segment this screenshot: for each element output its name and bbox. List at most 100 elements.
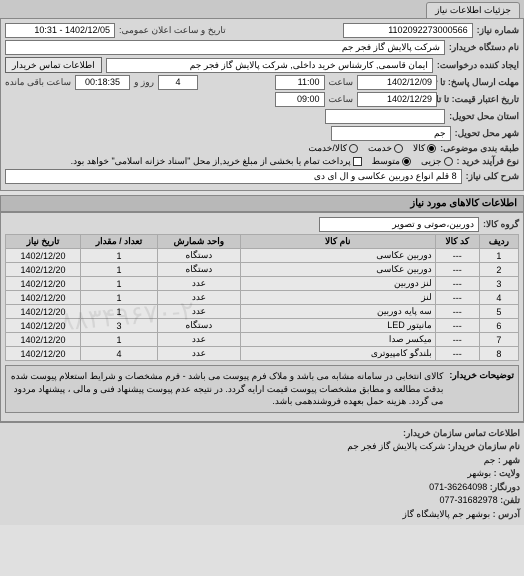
deadline-time: 11:00 [275,75,325,90]
note-label: توضیحات خریدار: [449,370,514,408]
buyer-org: شرکت پالایش گاز فجر جم [347,441,445,451]
cell-code: --- [435,263,479,277]
table-row: 5---سه پایه دوربینعدد11402/12/20 [6,305,519,319]
radio-both-label: کالا/خدمت [308,143,347,154]
buyer-fax: 36264098-071 [429,482,487,492]
cell-name: بلندگو کامپیوتری [240,347,435,361]
valid-date: 1402/12/29 [357,92,437,107]
contact-button[interactable]: اطلاعات تماس خریدار [5,57,102,73]
radio-goods[interactable] [427,144,436,153]
time-label-1: ساعت [329,77,354,88]
deadline-label: مهلت ارسال پاسخ: تا تاریخ: [441,77,519,88]
remain-days: 4 [158,75,198,90]
col-unit: واحد شمارش [158,235,241,249]
announce-label: تاریخ و ساعت اعلان عمومی: [119,25,226,36]
desc-label: شرح کلی نیاز: [466,171,519,182]
cell-unit: عدد [158,291,241,305]
cell-name: دوربین عکاسی [240,249,435,263]
requester-label: ایجاد کننده درخواست: [437,60,519,71]
cell-row: 1 [479,249,518,263]
cell-name: لنز دوربین [240,277,435,291]
radio-both[interactable] [349,144,358,153]
cell-row: 8 [479,347,518,361]
cell-unit: دستگاه [158,249,241,263]
cell-code: --- [435,333,479,347]
radio-medium[interactable] [402,157,411,166]
cell-date: 1402/12/20 [6,347,81,361]
cell-unit: عدد [158,347,241,361]
cell-row: 3 [479,277,518,291]
buyer-city: جم [484,455,496,465]
deadline-date: 1402/12/09 [357,75,437,90]
table-row: 4---لنزعدد11402/12/20 [6,291,519,305]
cell-unit: عدد [158,333,241,347]
cell-date: 1402/12/20 [6,249,81,263]
cell-date: 1402/12/20 [6,319,81,333]
buyer-org-label: نام سازمان خریدار: [448,441,520,451]
buyer-prov: بوشهر [467,468,491,478]
buyer-addr: بوشهر جم پالایشگاه گاز [403,509,491,519]
cell-code: --- [435,249,479,263]
cell-unit: دستگاه [158,319,241,333]
cell-date: 1402/12/20 [6,277,81,291]
cell-qty: 1 [80,277,157,291]
province-label: استان محل تحویل: [449,111,519,122]
cell-qty: 1 [80,333,157,347]
remain-after-label: ساعت باقی مانده [5,77,71,88]
cell-row: 5 [479,305,518,319]
table-row: 3---لنز دوربینعدد11402/12/20 [6,277,519,291]
items-section-header: اطلاعات کالاهای مورد نیاز [0,195,524,212]
cell-code: --- [435,319,479,333]
cell-qty: 4 [80,347,157,361]
cell-date: 1402/12/20 [6,263,81,277]
valid-label: تاریخ اعتبار قیمت: تا تاریخ: [441,94,519,105]
cell-code: --- [435,305,479,319]
time-label-2: ساعت [329,94,354,105]
cell-date: 1402/12/20 [6,333,81,347]
cell-row: 6 [479,319,518,333]
col-row: ردیف [479,235,518,249]
table-row: 6---مانیتور LEDدستگاه31402/12/20 [6,319,519,333]
cell-qty: 1 [80,249,157,263]
items-table: ردیف کد کالا نام کالا واحد شمارش تعداد /… [5,234,519,361]
radio-service[interactable] [394,144,403,153]
cell-code: --- [435,291,479,305]
cell-name: لنز [240,291,435,305]
announce-field: 1402/12/05 - 10:31 [5,23,115,38]
cell-unit: عدد [158,305,241,319]
radio-small-label: جزیی [421,156,442,167]
radio-medium-label: متوسط [372,156,400,167]
buyer-addr-label: آدرس : [493,509,520,519]
category-label: طبقه بندی موضوعی: [440,143,519,154]
org-label: نام دستگاه خریدار: [449,42,519,53]
remain-days-label: روز و [134,77,154,88]
valid-time: 09:00 [275,92,325,107]
cell-code: --- [435,347,479,361]
remain-time: 00:18:35 [75,75,130,90]
cell-name: مانیتور LED [240,319,435,333]
buyer-prov-label: ولایت : [494,468,520,478]
col-date: تاریخ نیاز [6,235,81,249]
check-treasury-label: پرداخت تمام یا بخشی از مبلغ خرید,از محل … [71,156,351,167]
cell-qty: 1 [80,305,157,319]
col-name: نام کالا [240,235,435,249]
desc-field: 8 قلم انواع دوربین عکاسی و ال ای دی [5,169,462,184]
cell-row: 4 [479,291,518,305]
buyer-city-label: شهر : [498,455,520,465]
cell-name: دوربین عکاسی [240,263,435,277]
tab-details[interactable]: جزئیات اطلاعات نیاز [426,2,520,18]
buyer-title: اطلاعات تماس سازمان خریدار: [4,427,520,441]
cell-code: --- [435,277,479,291]
city-field: جم [331,126,451,141]
cell-unit: عدد [158,277,241,291]
cell-row: 7 [479,333,518,347]
requester-field: ایمان قاسمی, کارشناس خرید داخلی, شرکت پا… [106,58,433,73]
col-code: کد کالا [435,235,479,249]
cell-name: میکسر صدا [240,333,435,347]
cell-qty: 1 [80,291,157,305]
note-text: کالای انتخابی در سامانه مشابه می باشد و … [10,370,443,408]
cell-date: 1402/12/20 [6,291,81,305]
table-row: 1---دوربین عکاسیدستگاه11402/12/20 [6,249,519,263]
check-treasury[interactable] [353,157,362,166]
radio-small[interactable] [444,157,453,166]
